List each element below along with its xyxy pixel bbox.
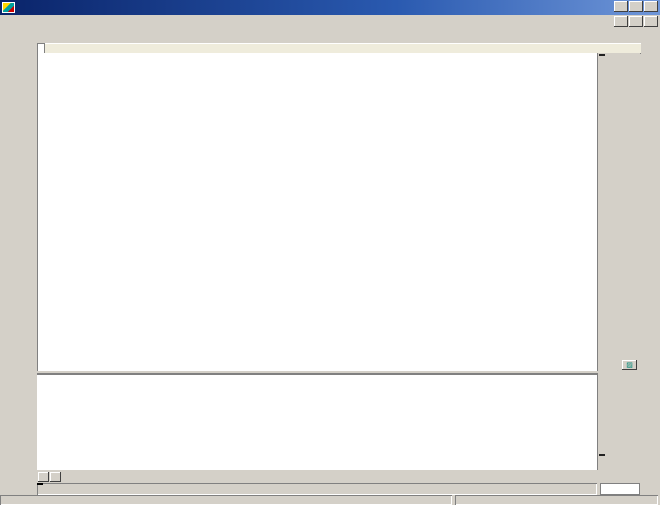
price-chart-area[interactable] bbox=[37, 53, 597, 371]
status-help-text bbox=[0, 495, 452, 505]
right-toolbar bbox=[641, 43, 660, 495]
status-page-text bbox=[455, 495, 658, 505]
tab-scroll-right[interactable] bbox=[50, 472, 61, 482]
date-axis[interactable] bbox=[37, 483, 597, 495]
oscillator-panel[interactable] bbox=[37, 373, 597, 470]
oscillator-axis[interactable] bbox=[597, 373, 640, 470]
status-bar bbox=[0, 495, 660, 505]
price-axis[interactable]: ▨ bbox=[597, 53, 640, 371]
title-bar bbox=[0, 0, 660, 15]
left-toolbar bbox=[0, 43, 37, 495]
app-icon bbox=[2, 2, 15, 13]
study-tabs-bar bbox=[37, 471, 640, 483]
price-chart-canvas[interactable] bbox=[38, 53, 598, 371]
child-minimize-button[interactable] bbox=[614, 16, 628, 27]
bar-count-badge bbox=[600, 483, 640, 495]
oscillator-canvas[interactable] bbox=[37, 375, 597, 470]
date-marker bbox=[37, 483, 43, 485]
close-button[interactable] bbox=[644, 1, 658, 12]
menu-bar bbox=[0, 15, 660, 28]
last-price-marker bbox=[599, 54, 605, 56]
osc-value-marker bbox=[599, 454, 605, 456]
axis-settings-icon[interactable]: ▨ bbox=[622, 360, 637, 370]
child-close-button[interactable] bbox=[644, 16, 658, 27]
quote-info-bar bbox=[37, 42, 643, 54]
child-restore-button[interactable] bbox=[629, 16, 643, 27]
main-toolbar bbox=[0, 28, 660, 43]
tab-scroll-left[interactable] bbox=[38, 472, 49, 482]
minimize-button[interactable] bbox=[614, 1, 628, 12]
restore-button[interactable] bbox=[629, 1, 643, 12]
